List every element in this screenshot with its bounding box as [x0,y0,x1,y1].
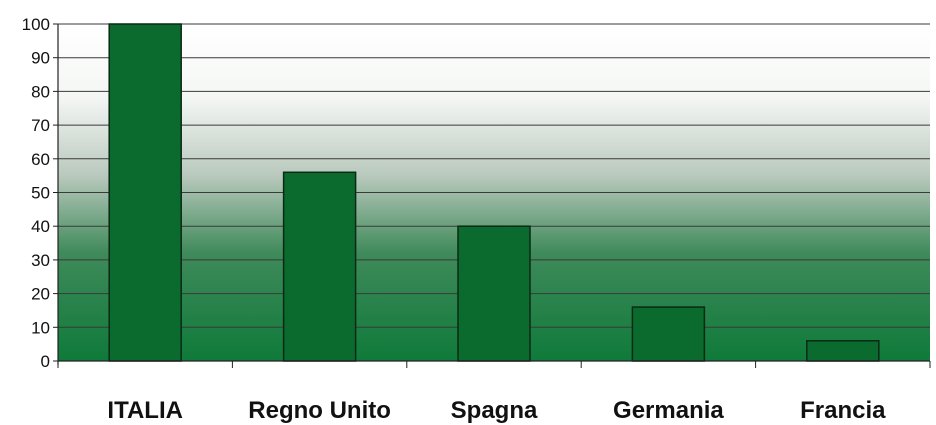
x-tick-label: Spagna [451,397,538,424]
y-tick-label: 50 [31,184,50,203]
bar-spagna [457,225,531,362]
y-tick-label: 80 [31,82,50,101]
y-tick-label: 90 [31,49,50,68]
y-tick-label: 10 [31,318,50,337]
x-tick-label: ITALIA [107,397,183,424]
bar-germania [631,306,706,362]
bar-regno-unito [282,171,357,362]
y-tick-label: 40 [31,217,50,236]
bar-italia [108,23,182,362]
x-axis: ITALIA Regno Unito Spagna Germania Francia [57,360,931,424]
bar-francia [806,340,880,362]
y-tick-label: 0 [41,352,50,371]
x-tick-label: Germania [613,397,724,424]
x-tick-label: Regno Unito [248,397,391,424]
y-tick-label: 100 [22,15,50,34]
y-tick-label: 70 [31,116,50,135]
bars [108,23,880,362]
y-tick-label: 30 [31,251,50,270]
y-axis: 0 10 20 30 40 50 60 70 80 90 100 [22,15,59,371]
y-tick-label: 60 [31,150,50,169]
y-tick-label: 20 [31,285,50,304]
x-tick-label: Francia [800,397,886,424]
